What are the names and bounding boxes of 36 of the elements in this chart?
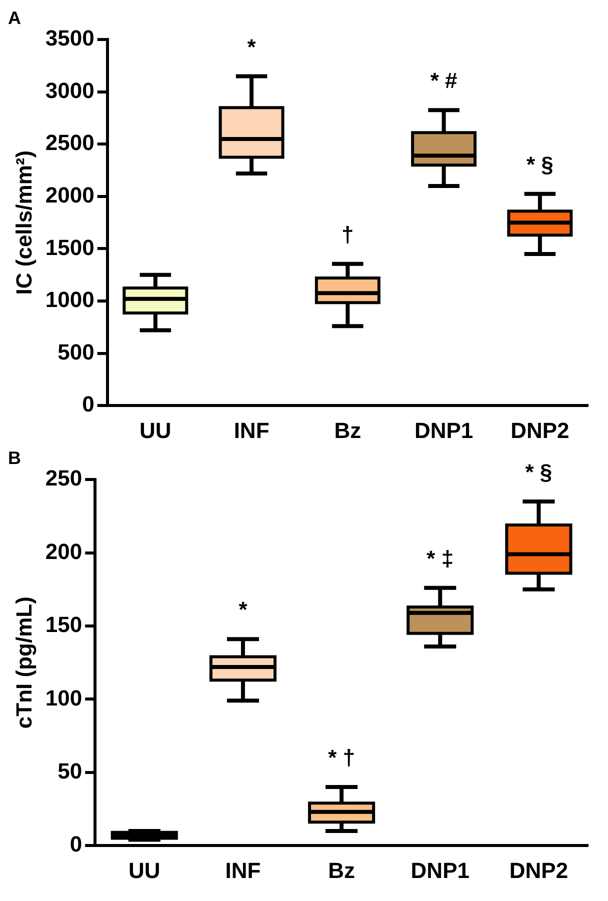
chart-title: B — [8, 448, 21, 468]
y-tick-label: 2000 — [45, 182, 94, 208]
y-tick-label: 250 — [45, 466, 82, 491]
y-tick-label: 100 — [45, 685, 82, 710]
y-tick-label: 150 — [45, 612, 82, 638]
annotation: * — [247, 34, 256, 60]
y-axis-title: cTnI (pg/mL) — [11, 596, 36, 729]
y-tick-label: 3500 — [45, 26, 94, 51]
x-tick-label: INF — [225, 858, 261, 883]
x-tick-label: Bz — [328, 858, 355, 883]
y-tick-label: 3000 — [45, 78, 94, 103]
x-tick-label: DNP2 — [509, 858, 568, 883]
annotation: * § — [526, 152, 554, 177]
x-tick-label: UU — [140, 418, 172, 443]
annotation: * ‡ — [426, 546, 454, 571]
y-tick-label: 2500 — [45, 130, 94, 156]
y-tick-label: 0 — [70, 832, 82, 857]
annotation: * § — [525, 460, 552, 485]
y-tick-label: 500 — [58, 339, 94, 364]
annotation: * † — [328, 745, 356, 770]
x-tick-label: Bz — [334, 418, 362, 443]
x-tick-label: DNP2 — [510, 418, 570, 443]
annotation: * — [238, 597, 248, 622]
x-tick-label: DNP1 — [410, 858, 470, 883]
y-axis-title: IC (cells/mm²) — [11, 150, 36, 295]
x-tick-label: INF — [234, 418, 270, 443]
chart-title: A — [8, 8, 21, 28]
x-tick-label: DNP1 — [414, 418, 474, 443]
y-tick-label: 1500 — [45, 234, 94, 260]
y-tick-label: 200 — [45, 538, 82, 564]
annotation: † — [342, 222, 354, 247]
annotation: * # — [430, 68, 458, 94]
y-tick-label: 50 — [58, 758, 82, 784]
x-tick-label: UU — [128, 858, 160, 883]
y-tick-label: 0 — [82, 392, 94, 417]
y-tick-label: 1000 — [45, 287, 94, 312]
